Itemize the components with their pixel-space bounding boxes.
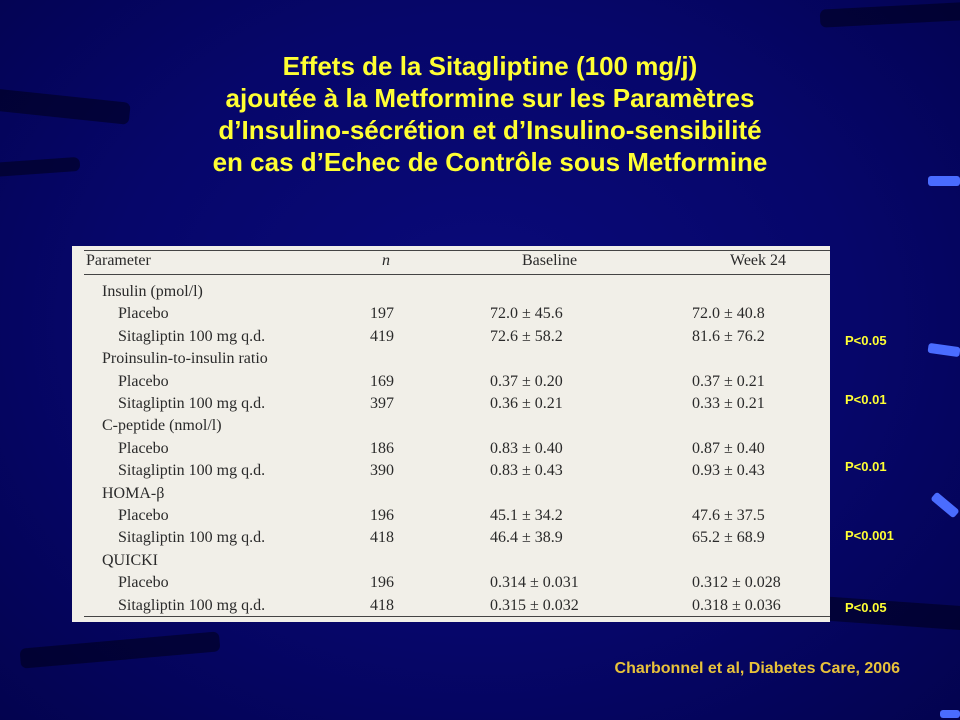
row-label: Placebo <box>118 372 169 390</box>
background-streak <box>819 0 960 28</box>
baseline-value: 0.36 ± 0.21 <box>490 395 563 412</box>
week24-value: 0.318 ± 0.036 <box>692 596 781 614</box>
title-line: d’Insulino-sécrétion et d’Insulino-sensi… <box>218 115 762 145</box>
p-value-label: P<0.01 <box>845 459 887 474</box>
week24-value: 81.6 ± 76.2 <box>692 327 765 345</box>
header-week24: Week 24 <box>730 252 787 269</box>
week24-value: 0.33 ± 0.21 <box>692 395 765 412</box>
n-value: 418 <box>370 596 394 614</box>
n-value: 419 <box>370 327 394 345</box>
row-label: Placebo <box>118 574 169 592</box>
title-line: Effets de la Sitagliptine (100 mg/j) <box>282 51 698 81</box>
row-label: Placebo <box>118 305 169 323</box>
group-label: Proinsulin-to-insulin ratio <box>102 350 268 368</box>
p-value-label: P<0.001 <box>845 528 894 543</box>
header-parameter: Parameter <box>86 252 151 269</box>
row-label: Sitagliptin 100 mg q.d. <box>118 327 266 345</box>
baseline-value: 0.37 ± 0.20 <box>490 372 563 390</box>
background-streak <box>19 631 221 669</box>
baseline-value: 0.83 ± 0.40 <box>490 439 563 457</box>
group-label: C-peptide (nmol/l) <box>102 417 222 435</box>
group-label: HOMA-β <box>102 484 165 502</box>
n-value: 196 <box>370 574 394 592</box>
baseline-value: 72.0 ± 45.6 <box>490 305 563 323</box>
row-label: Sitagliptin 100 mg q.d. <box>118 596 266 614</box>
group-label: Insulin (pmol/l) <box>102 283 203 300</box>
baseline-value: 72.6 ± 58.2 <box>490 327 563 345</box>
results-table: Parameter n Baseline Week 24 Insulin (pm… <box>72 246 830 622</box>
row-label: Sitagliptin 100 mg q.d. <box>118 462 266 480</box>
week24-value: 65.2 ± 68.9 <box>692 529 765 547</box>
citation: Charbonnel et al, Diabetes Care, 2006 <box>614 660 900 677</box>
header-baseline: Baseline <box>522 252 578 269</box>
n-value: 397 <box>370 395 394 412</box>
table-bottom-rule <box>84 616 830 617</box>
title-line: ajoutée à la Metformine sur les Paramètr… <box>225 83 755 113</box>
decorative-bar <box>940 710 960 718</box>
n-value: 418 <box>370 529 394 547</box>
baseline-value: 0.314 ± 0.031 <box>490 574 579 592</box>
baseline-value: 45.1 ± 34.2 <box>490 507 563 524</box>
slide-title: Effets de la Sitagliptine (100 mg/j) ajo… <box>60 50 920 178</box>
group-label: QUICKI <box>102 551 158 569</box>
title-line: en cas d’Echec de Contrôle sous Metformi… <box>212 147 768 177</box>
baseline-value: 46.4 ± 38.9 <box>490 529 563 547</box>
n-value: 196 <box>370 507 394 524</box>
week24-value: 0.93 ± 0.43 <box>692 462 765 480</box>
week24-value: 47.6 ± 37.5 <box>692 507 765 524</box>
row-label: Placebo <box>118 439 169 457</box>
table-header-rule <box>84 274 830 275</box>
n-value: 197 <box>370 305 394 323</box>
decorative-bar <box>928 176 960 186</box>
decorative-bar <box>927 342 960 358</box>
header-n: n <box>382 252 390 269</box>
row-label: Placebo <box>118 507 169 524</box>
p-value-label: P<0.05 <box>845 333 887 348</box>
row-label: Sitagliptin 100 mg q.d. <box>118 395 266 412</box>
row-label: Sitagliptin 100 mg q.d. <box>118 529 266 547</box>
week24-value: 0.312 ± 0.028 <box>692 574 781 592</box>
week24-value: 0.87 ± 0.40 <box>692 439 765 457</box>
week24-value: 0.37 ± 0.21 <box>692 372 765 390</box>
n-value: 390 <box>370 462 394 480</box>
n-value: 186 <box>370 439 394 457</box>
baseline-value: 0.315 ± 0.032 <box>490 596 579 614</box>
decorative-bar <box>930 491 960 519</box>
n-value: 169 <box>370 372 394 390</box>
table-top-rule <box>84 250 830 251</box>
week24-value: 72.0 ± 40.8 <box>692 305 765 323</box>
baseline-value: 0.83 ± 0.43 <box>490 462 563 480</box>
p-value-label: P<0.05 <box>845 600 887 615</box>
p-value-label: P<0.01 <box>845 392 887 407</box>
